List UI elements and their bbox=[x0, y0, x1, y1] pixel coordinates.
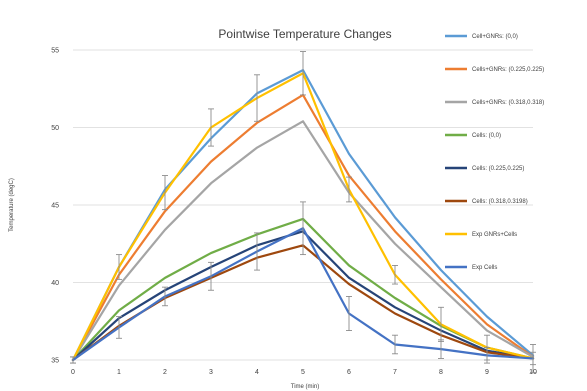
y-tick-label: 55 bbox=[51, 48, 59, 55]
legend-label: Cells+GNRs: (0.318,0.318) bbox=[472, 100, 544, 106]
x-tick-label: 9 bbox=[485, 369, 489, 376]
x-tick-label: 7 bbox=[393, 369, 397, 376]
legend-label: Cells: (0.225,0.225) bbox=[472, 166, 524, 172]
x-tick-label: 5 bbox=[301, 369, 305, 376]
y-tick-label: 45 bbox=[51, 203, 59, 210]
x-tick-label: 1 bbox=[117, 369, 121, 376]
legend-label: Cells: (0.318,0.3198) bbox=[472, 199, 528, 205]
series-layer bbox=[70, 51, 536, 373]
legend-label: Cells+GNRs: (0.225,0.225) bbox=[472, 67, 544, 73]
legend-label: Exp GNRs+Cells bbox=[472, 232, 517, 238]
axes: 3540455055012345678910 bbox=[51, 48, 537, 377]
y-tick-label: 50 bbox=[51, 125, 59, 132]
legend: Cell+GNRs: (0,0) Cells+GNRs: (0.225,0.225… bbox=[445, 34, 544, 271]
chart-title: Pointwise Temperature Changes bbox=[218, 27, 391, 41]
series-line bbox=[71, 120, 535, 362]
y-axis-label: Temperature (degC) bbox=[9, 178, 15, 232]
x-tick-label: 2 bbox=[163, 369, 167, 376]
y-tick-label: 35 bbox=[51, 358, 59, 365]
legend-label: Cells: (0,0) bbox=[472, 133, 501, 139]
x-axis-label: Time (min) bbox=[291, 384, 319, 390]
legend-label: Cell+GNRs: (0,0) bbox=[472, 34, 518, 40]
x-tick-label: 6 bbox=[347, 369, 351, 376]
x-tick-label: 8 bbox=[439, 369, 443, 376]
x-tick-label: 0 bbox=[71, 369, 75, 376]
x-tick-label: 4 bbox=[255, 369, 259, 376]
y-tick-label: 40 bbox=[51, 280, 59, 287]
legend-label: Exp Cells bbox=[472, 265, 497, 271]
x-tick-label: 3 bbox=[209, 369, 213, 376]
